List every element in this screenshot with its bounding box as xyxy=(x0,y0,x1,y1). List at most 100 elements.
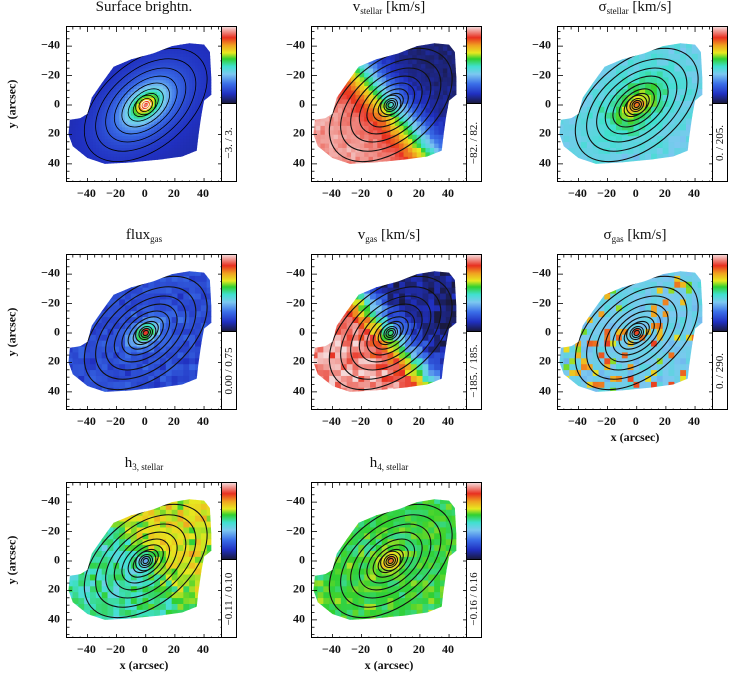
map-bin xyxy=(148,132,152,137)
map-bin xyxy=(122,62,126,66)
map-bin xyxy=(133,115,138,119)
map-bin xyxy=(212,180,216,182)
map-bin xyxy=(351,33,356,38)
map-bin xyxy=(116,85,120,90)
map-bin xyxy=(581,27,587,30)
map-bin xyxy=(438,151,444,157)
map-bin xyxy=(203,79,208,84)
map-bin xyxy=(133,112,138,116)
map-bin xyxy=(425,94,431,100)
map-bin xyxy=(320,125,326,131)
map-bin xyxy=(407,129,413,135)
map-bin xyxy=(329,120,335,126)
map-bin xyxy=(212,106,216,110)
map-bin xyxy=(140,168,144,172)
map-bin xyxy=(139,126,144,131)
map-bin xyxy=(668,43,675,48)
map-bin xyxy=(96,180,100,182)
map-bin xyxy=(206,44,211,48)
map-bin xyxy=(171,159,176,163)
map-bin xyxy=(92,59,97,63)
map-bin xyxy=(447,76,453,82)
map-bin xyxy=(125,141,129,146)
map-bin xyxy=(351,72,357,78)
map-bin xyxy=(197,73,202,78)
map-bin xyxy=(192,120,196,125)
map-bin xyxy=(151,106,155,110)
map-bin xyxy=(178,38,182,42)
map-bin xyxy=(209,82,212,87)
map-bin xyxy=(90,27,94,30)
map-bin xyxy=(451,134,457,140)
map-bin xyxy=(157,97,161,101)
map-bin xyxy=(157,106,161,110)
map-bin xyxy=(87,79,91,84)
map-bin xyxy=(329,151,335,157)
map-bin xyxy=(373,174,378,179)
map-bin xyxy=(180,129,184,134)
map-bin xyxy=(171,129,176,134)
map-frame xyxy=(557,26,713,182)
contour-line xyxy=(618,88,655,122)
map-bin xyxy=(351,142,357,148)
map-bin xyxy=(107,106,112,110)
map-bin xyxy=(78,174,82,178)
map-bin xyxy=(78,171,82,175)
map-bin xyxy=(316,160,322,164)
map-bin xyxy=(203,112,208,116)
map-bin xyxy=(81,73,85,78)
map-bin xyxy=(127,159,132,163)
map-bin xyxy=(563,59,570,66)
map-bin xyxy=(107,150,112,154)
map-bin xyxy=(680,165,686,171)
map-bin xyxy=(194,73,199,78)
contour-line xyxy=(358,75,423,135)
map-bin xyxy=(110,79,114,84)
map-bin xyxy=(81,103,85,107)
map-bin xyxy=(183,162,187,164)
map-bin xyxy=(587,177,593,182)
map-bin xyxy=(140,174,144,178)
map-bin xyxy=(162,73,167,78)
map-bin xyxy=(157,129,161,134)
map-bin xyxy=(407,142,413,148)
map-bin xyxy=(575,53,582,60)
map-bin xyxy=(320,174,325,179)
map-bin xyxy=(84,147,88,151)
map-bin xyxy=(93,165,97,169)
map-bin xyxy=(145,162,149,164)
colorbar-range-label: −3. / 3. xyxy=(223,126,235,159)
map-bin xyxy=(206,156,211,160)
map-bin xyxy=(563,88,570,95)
map-bin xyxy=(212,77,216,81)
map-bin xyxy=(75,144,79,148)
map-bin xyxy=(87,70,91,75)
map-bin xyxy=(604,171,610,177)
map-bin xyxy=(645,59,652,66)
map-bin xyxy=(104,120,109,125)
map-bin xyxy=(183,150,187,154)
map-bin xyxy=(364,134,370,140)
map-bin xyxy=(105,168,109,172)
contour-line xyxy=(350,67,432,143)
map-bin xyxy=(169,27,173,30)
map-bin xyxy=(157,30,161,34)
map-bin xyxy=(604,53,611,60)
map-bin xyxy=(685,129,693,137)
map-bin xyxy=(122,47,126,51)
map-bin xyxy=(359,85,365,91)
map-bin xyxy=(386,129,392,135)
map-bin xyxy=(386,156,392,162)
map-bin xyxy=(81,180,85,182)
map-bin xyxy=(460,59,465,64)
map-bin xyxy=(72,120,77,125)
map-bin xyxy=(592,141,600,148)
map-bin xyxy=(116,168,120,172)
map-bin xyxy=(122,120,126,125)
map-bin xyxy=(697,117,703,125)
map-bin xyxy=(192,44,196,48)
map-bin xyxy=(122,112,126,116)
map-bin xyxy=(192,76,196,81)
map-bin xyxy=(154,47,158,51)
map-bin xyxy=(209,79,212,84)
